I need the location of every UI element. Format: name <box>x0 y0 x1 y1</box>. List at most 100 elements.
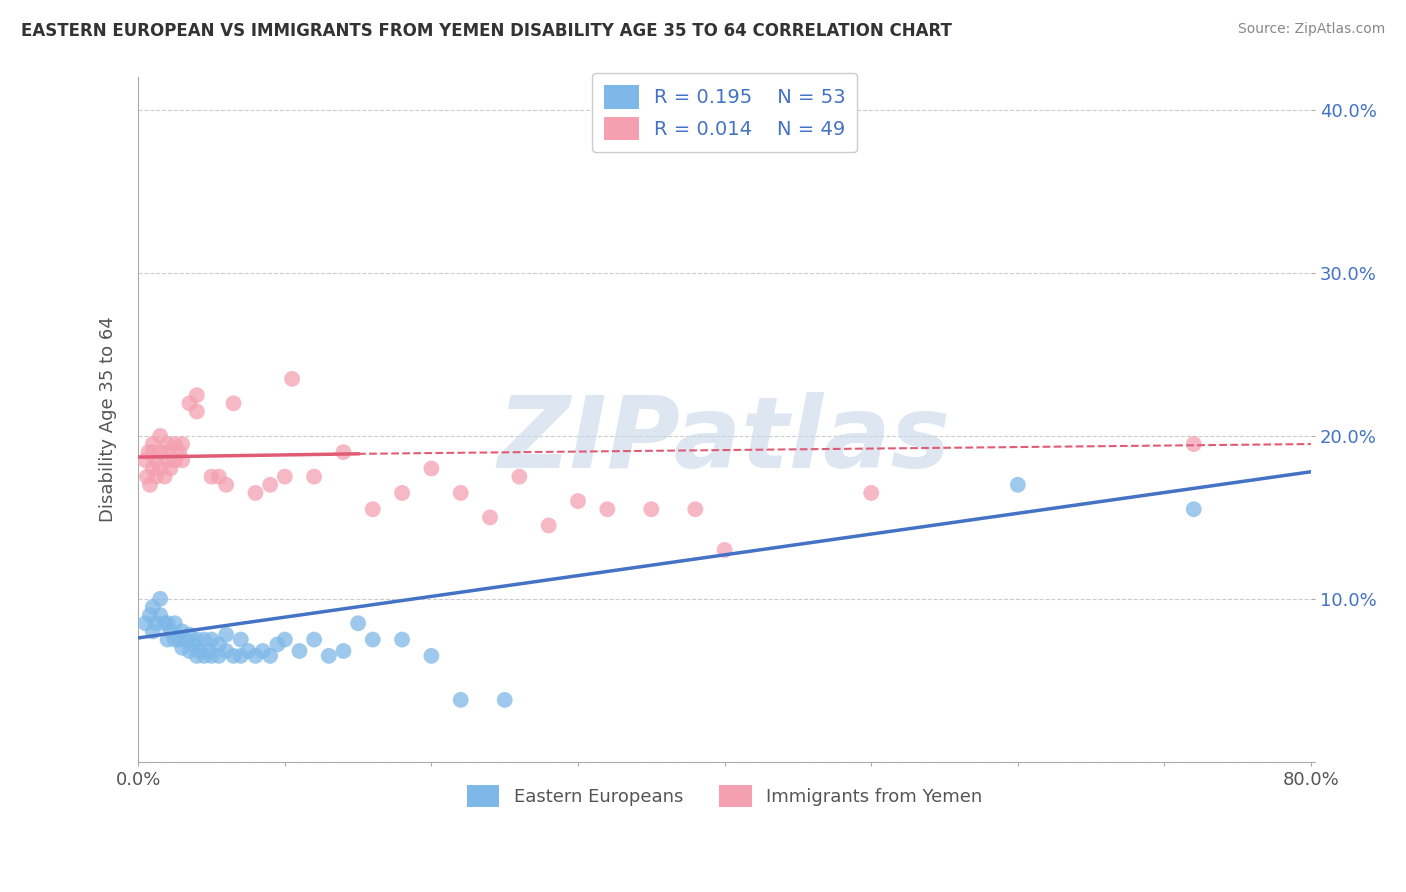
Point <box>163 437 186 451</box>
Point <box>149 461 172 475</box>
Point <box>860 486 883 500</box>
Point <box>149 445 172 459</box>
Point <box>159 624 181 639</box>
Point <box>156 616 179 631</box>
Point <box>274 632 297 647</box>
Point <box>193 632 215 647</box>
Point <box>1007 477 1029 491</box>
Point <box>450 486 472 500</box>
Point <box>172 640 194 655</box>
Point <box>537 518 560 533</box>
Point <box>713 543 735 558</box>
Point <box>156 632 179 647</box>
Point <box>215 628 238 642</box>
Point <box>142 624 165 639</box>
Point <box>222 396 245 410</box>
Point <box>149 608 172 623</box>
Point <box>200 469 222 483</box>
Point <box>156 437 179 451</box>
Point <box>215 644 238 658</box>
Point <box>153 469 176 483</box>
Point <box>685 502 707 516</box>
Point <box>200 632 222 647</box>
Point <box>332 644 354 658</box>
Point <box>208 648 231 663</box>
Point <box>420 461 443 475</box>
Point <box>172 624 194 639</box>
Point <box>186 388 208 402</box>
Point <box>142 599 165 614</box>
Point <box>245 648 267 663</box>
Point <box>259 648 281 663</box>
Text: EASTERN EUROPEAN VS IMMIGRANTS FROM YEMEN DISABILITY AGE 35 TO 64 CORRELATION CH: EASTERN EUROPEAN VS IMMIGRANTS FROM YEME… <box>21 22 952 40</box>
Point <box>361 632 384 647</box>
Point <box>179 644 201 658</box>
Point <box>222 648 245 663</box>
Point <box>142 437 165 451</box>
Point <box>420 648 443 663</box>
Point <box>186 404 208 418</box>
Point <box>163 632 186 647</box>
Point <box>332 445 354 459</box>
Point <box>179 396 201 410</box>
Point <box>174 632 197 647</box>
Y-axis label: Disability Age 35 to 64: Disability Age 35 to 64 <box>100 317 117 523</box>
Point <box>183 637 205 651</box>
Point <box>193 648 215 663</box>
Point <box>135 453 157 467</box>
Point <box>391 486 413 500</box>
Point <box>596 502 619 516</box>
Text: ZIPatlas: ZIPatlas <box>498 392 952 489</box>
Text: Source: ZipAtlas.com: Source: ZipAtlas.com <box>1237 22 1385 37</box>
Point <box>139 608 162 623</box>
Point <box>159 461 181 475</box>
Point <box>163 453 186 467</box>
Point <box>259 477 281 491</box>
Point <box>138 445 160 459</box>
Point <box>479 510 502 524</box>
Point <box>172 453 194 467</box>
Point <box>215 477 238 491</box>
Point <box>145 453 167 467</box>
Point <box>188 644 211 658</box>
Point <box>135 616 157 631</box>
Point <box>145 469 167 483</box>
Point <box>302 632 325 647</box>
Point <box>640 502 662 516</box>
Point <box>172 437 194 451</box>
Point <box>156 453 179 467</box>
Point <box>186 632 208 647</box>
Point <box>139 477 162 491</box>
Point <box>288 644 311 658</box>
Point <box>245 486 267 500</box>
Point <box>281 372 304 386</box>
Point <box>1182 437 1205 451</box>
Point <box>186 648 208 663</box>
Point <box>200 648 222 663</box>
Point <box>136 469 159 483</box>
Point <box>347 616 370 631</box>
Point <box>149 429 172 443</box>
Point <box>149 591 172 606</box>
Point <box>142 461 165 475</box>
Point <box>229 632 252 647</box>
Legend: Eastern Europeans, Immigrants from Yemen: Eastern Europeans, Immigrants from Yemen <box>460 778 990 814</box>
Point <box>163 616 186 631</box>
Point <box>274 469 297 483</box>
Point <box>229 648 252 663</box>
Point <box>236 644 259 658</box>
Point <box>391 632 413 647</box>
Point <box>450 693 472 707</box>
Point <box>208 637 231 651</box>
Point <box>208 469 231 483</box>
Point <box>361 502 384 516</box>
Point <box>145 616 167 631</box>
Point <box>167 445 190 459</box>
Point <box>153 616 176 631</box>
Point <box>494 693 516 707</box>
Point <box>567 494 589 508</box>
Point <box>1182 502 1205 516</box>
Point <box>167 632 190 647</box>
Point <box>508 469 530 483</box>
Point <box>318 648 340 663</box>
